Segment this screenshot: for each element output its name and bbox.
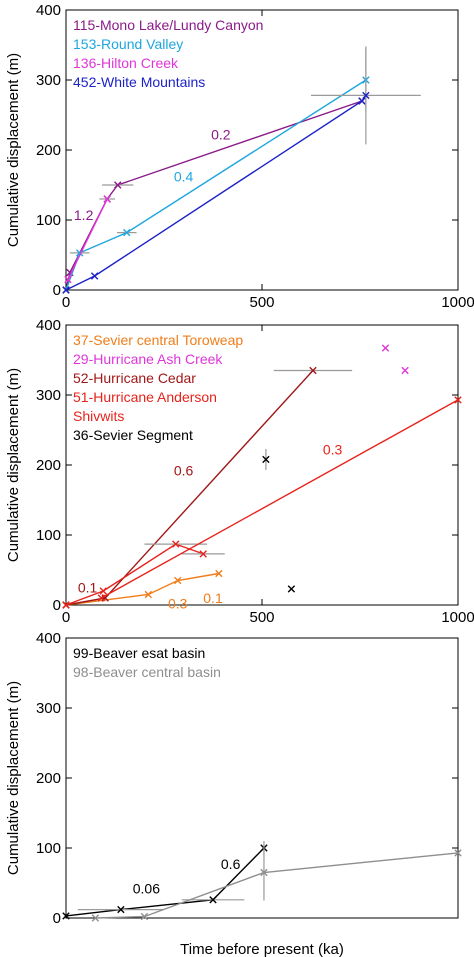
series-0 [62,841,268,920]
slope-annotation: 0.2 [211,127,231,143]
data-point [140,912,149,921]
data-point [174,576,182,585]
data-point [117,905,125,914]
x-tick-label: 1000 [441,609,474,626]
legend-entry: Shivwits [73,408,124,424]
plot-frame [65,9,459,291]
data-point [62,912,70,920]
y-tick-label: 100 [36,840,61,857]
slope-annotation: 0.06 [133,881,160,897]
slope-annotation: 0.1 [78,579,98,595]
legend-entry: 153-Round Valley [73,36,183,52]
y-tick-label: 300 [36,700,61,717]
data-point [401,366,409,375]
slope-annotation: 0.6 [221,856,241,872]
data-point [454,849,462,857]
slope-annotation: 0.1 [203,590,223,606]
slope-annotation: 0.3 [323,442,343,458]
series-line [65,847,265,917]
y-tick-label: 400 [36,317,61,334]
data-point [99,587,107,595]
legend-entry: 99-Beaver esat basin [73,645,205,661]
x-tick-label: 1000 [441,294,474,311]
slope-annotation: 0.3 [168,596,188,612]
series-line [95,852,459,919]
chart-bottom: 0 100 200 300 400 Cumulative displacement (m)… [5,630,462,957]
y-tick-label: 400 [36,2,61,19]
series-4 [97,396,462,602]
data-point [144,590,153,599]
series-line [67,198,108,280]
plot-frame [65,324,459,606]
y-tick-label: 200 [36,457,61,474]
legend-entry: 37-Sevier central Toroweap [73,332,243,348]
series-line [65,94,367,291]
data-point [199,550,207,558]
y-tick-label: 300 [36,387,61,404]
data-point [123,228,131,237]
y-tick-label: 400 [36,630,61,647]
data-point [64,275,72,284]
slope-annotation: 0.6 [174,463,194,479]
y-tick-label: 200 [36,770,61,787]
data-point [309,366,317,375]
series-5 [262,448,296,593]
series-line [65,79,367,291]
data-point [262,455,270,464]
y-tick-label: 300 [36,72,61,89]
y-axis-label: Cumulative displacement (m) [5,368,22,562]
series-2 [64,195,111,284]
data-point [103,195,111,203]
data-point [381,344,390,352]
data-point [114,181,122,189]
data-point [62,286,70,294]
legend-entry: 51-Hurricane Anderson [73,389,217,405]
y-tick-label: 0 [53,282,61,299]
data-point [287,585,296,593]
data-point [90,272,99,280]
x-tick-label: 500 [249,609,274,626]
data-point [454,396,462,404]
x-tick-label: 500 [249,294,274,311]
y-axis-label: Cumulative displacement (m) [5,53,22,247]
legend-entry: 29-Hurricane Ash Creek [73,351,223,367]
data-point [215,569,223,578]
slope-annotation: 1.2 [74,207,94,223]
data-point [62,601,70,609]
y-tick-label: 0 [53,597,61,614]
series-1 [91,844,462,922]
data-point [209,896,217,904]
y-tick-label: 200 [36,142,61,159]
legend-entry: 452-White Mountains [73,74,205,90]
data-point [97,594,105,602]
series-3 [62,46,421,294]
y-tick-label: 0 [53,910,61,927]
slope-annotation: 0.4 [174,169,194,185]
legend-entry: 36-Sevier Segment [73,427,193,443]
legend-entry: 52-Hurricane Cedar [73,370,196,386]
series-line [100,399,459,599]
legend-entry: 115-Mono Lake/Lundy Canyon [73,17,263,33]
y-tick-label: 100 [36,527,61,544]
chart-middle: 0 100 200 300 400 0 500 1000 Cumulative displace… [5,317,474,626]
data-point [358,97,366,105]
plot-frame [65,637,459,919]
x-tick-label: 0 [62,294,70,311]
y-axis-label: Cumulative displacement (m) [5,681,22,875]
data-point [362,91,370,100]
chart-top: 0 100 200 300 400 0 500 1000 Cumulative displace… [5,2,474,311]
legend-entry: 98-Beaver central basin [73,664,221,680]
series-line [65,370,314,606]
x-axis-label: Time before present (ka) [180,941,344,957]
data-point [172,540,180,548]
x-tick-label: 0 [62,609,70,626]
series-1 [381,344,409,375]
y-tick-label: 100 [36,212,61,229]
data-point [260,868,268,877]
legend-entry: 136-Hilton Creek [73,55,179,71]
data-point [91,914,100,922]
